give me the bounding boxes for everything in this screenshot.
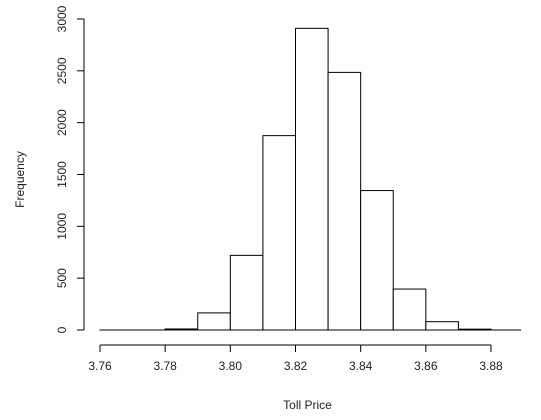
- y-tick-label-6: 3000: [55, 5, 69, 32]
- histogram-bar-6: [296, 28, 329, 330]
- x-tick-label-4: 3.84: [349, 359, 373, 373]
- y-tick-label-0: 0: [55, 326, 69, 333]
- y-tick-label-1: 500: [55, 268, 69, 288]
- x-tick-label-6: 3.88: [479, 359, 503, 373]
- y-tick-label-2: 1000: [55, 213, 69, 240]
- histogram-bars: [100, 28, 491, 330]
- histogram-bar-5: [263, 136, 296, 330]
- histogram-bar-3: [198, 313, 231, 330]
- y-tick-label-5: 2500: [55, 57, 69, 84]
- histogram-bar-7: [328, 72, 361, 330]
- histogram-bar-4: [230, 255, 263, 330]
- x-tick-label-3: 3.82: [284, 359, 308, 373]
- y-tick-label-3: 1500: [55, 161, 69, 188]
- x-tick-label-0: 3.76: [88, 359, 112, 373]
- histogram-bar-8: [361, 191, 394, 330]
- y-tick-label-4: 2000: [55, 109, 69, 136]
- x-tick-label-5: 3.86: [414, 359, 438, 373]
- y-axis: 0 500 1000 1500 2000 2500 3000: [55, 5, 84, 333]
- x-axis: 3.76 3.78 3.80 3.82 3.84 3.86 3.88: [88, 345, 503, 373]
- x-tick-label-1: 3.78: [153, 359, 177, 373]
- x-axis-label: Toll Price: [283, 398, 332, 412]
- histogram-bar-9: [393, 289, 426, 330]
- histogram-bar-10: [426, 322, 459, 330]
- y-axis-label: Frequency: [13, 151, 27, 208]
- x-tick-label-2: 3.80: [219, 359, 243, 373]
